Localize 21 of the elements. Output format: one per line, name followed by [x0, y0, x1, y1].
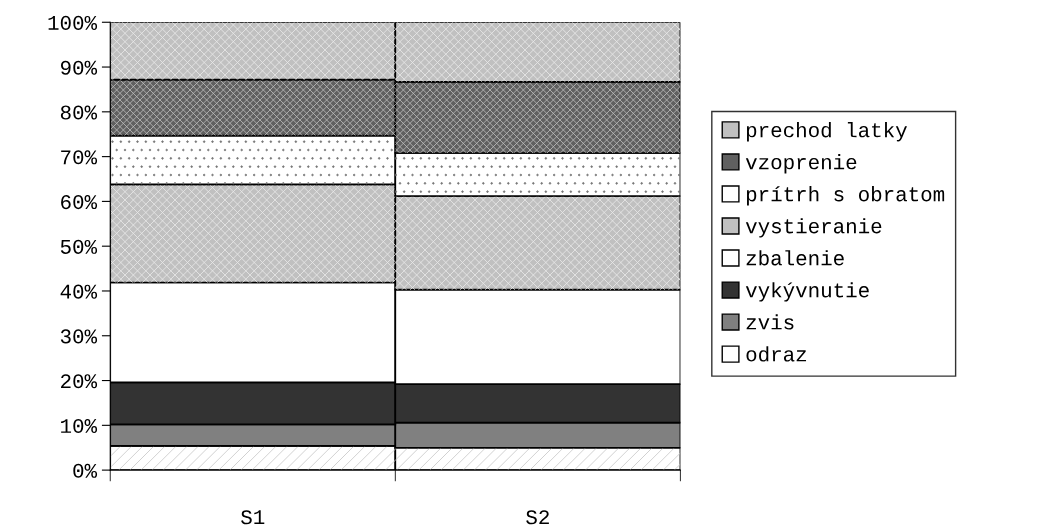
y-tick-label: 100% — [48, 15, 98, 31]
y-tick-label: 10% — [61, 418, 98, 434]
legend-label: vystieranie — [745, 218, 882, 238]
legend-label: odraz — [746, 346, 807, 362]
y-tick-label: 60% — [61, 195, 98, 210]
legend-label: prítrh s obratom — [746, 186, 945, 206]
legend-label: prechod latky — [746, 122, 907, 142]
y-tick-label: 30% — [60, 329, 98, 344]
y-tick-label: 20% — [61, 374, 98, 389]
x-tick-label: S2 — [526, 510, 549, 525]
y-tick-label: 80% — [60, 105, 98, 120]
legend-label: vykývnutie — [745, 282, 869, 302]
y-tick-label: 70% — [61, 150, 98, 165]
y-tick-label: 40% — [60, 284, 98, 299]
y-tick-label: 50% — [60, 239, 98, 254]
legend-label: zvis — [746, 314, 794, 330]
y-tick-label: 0% — [73, 463, 98, 478]
legend-label: zbalenie — [746, 250, 844, 266]
y-tick-label: 90% — [60, 60, 98, 75]
legend-label: vzoprenie — [745, 154, 857, 174]
x-tick-label: S1 — [241, 510, 265, 525]
